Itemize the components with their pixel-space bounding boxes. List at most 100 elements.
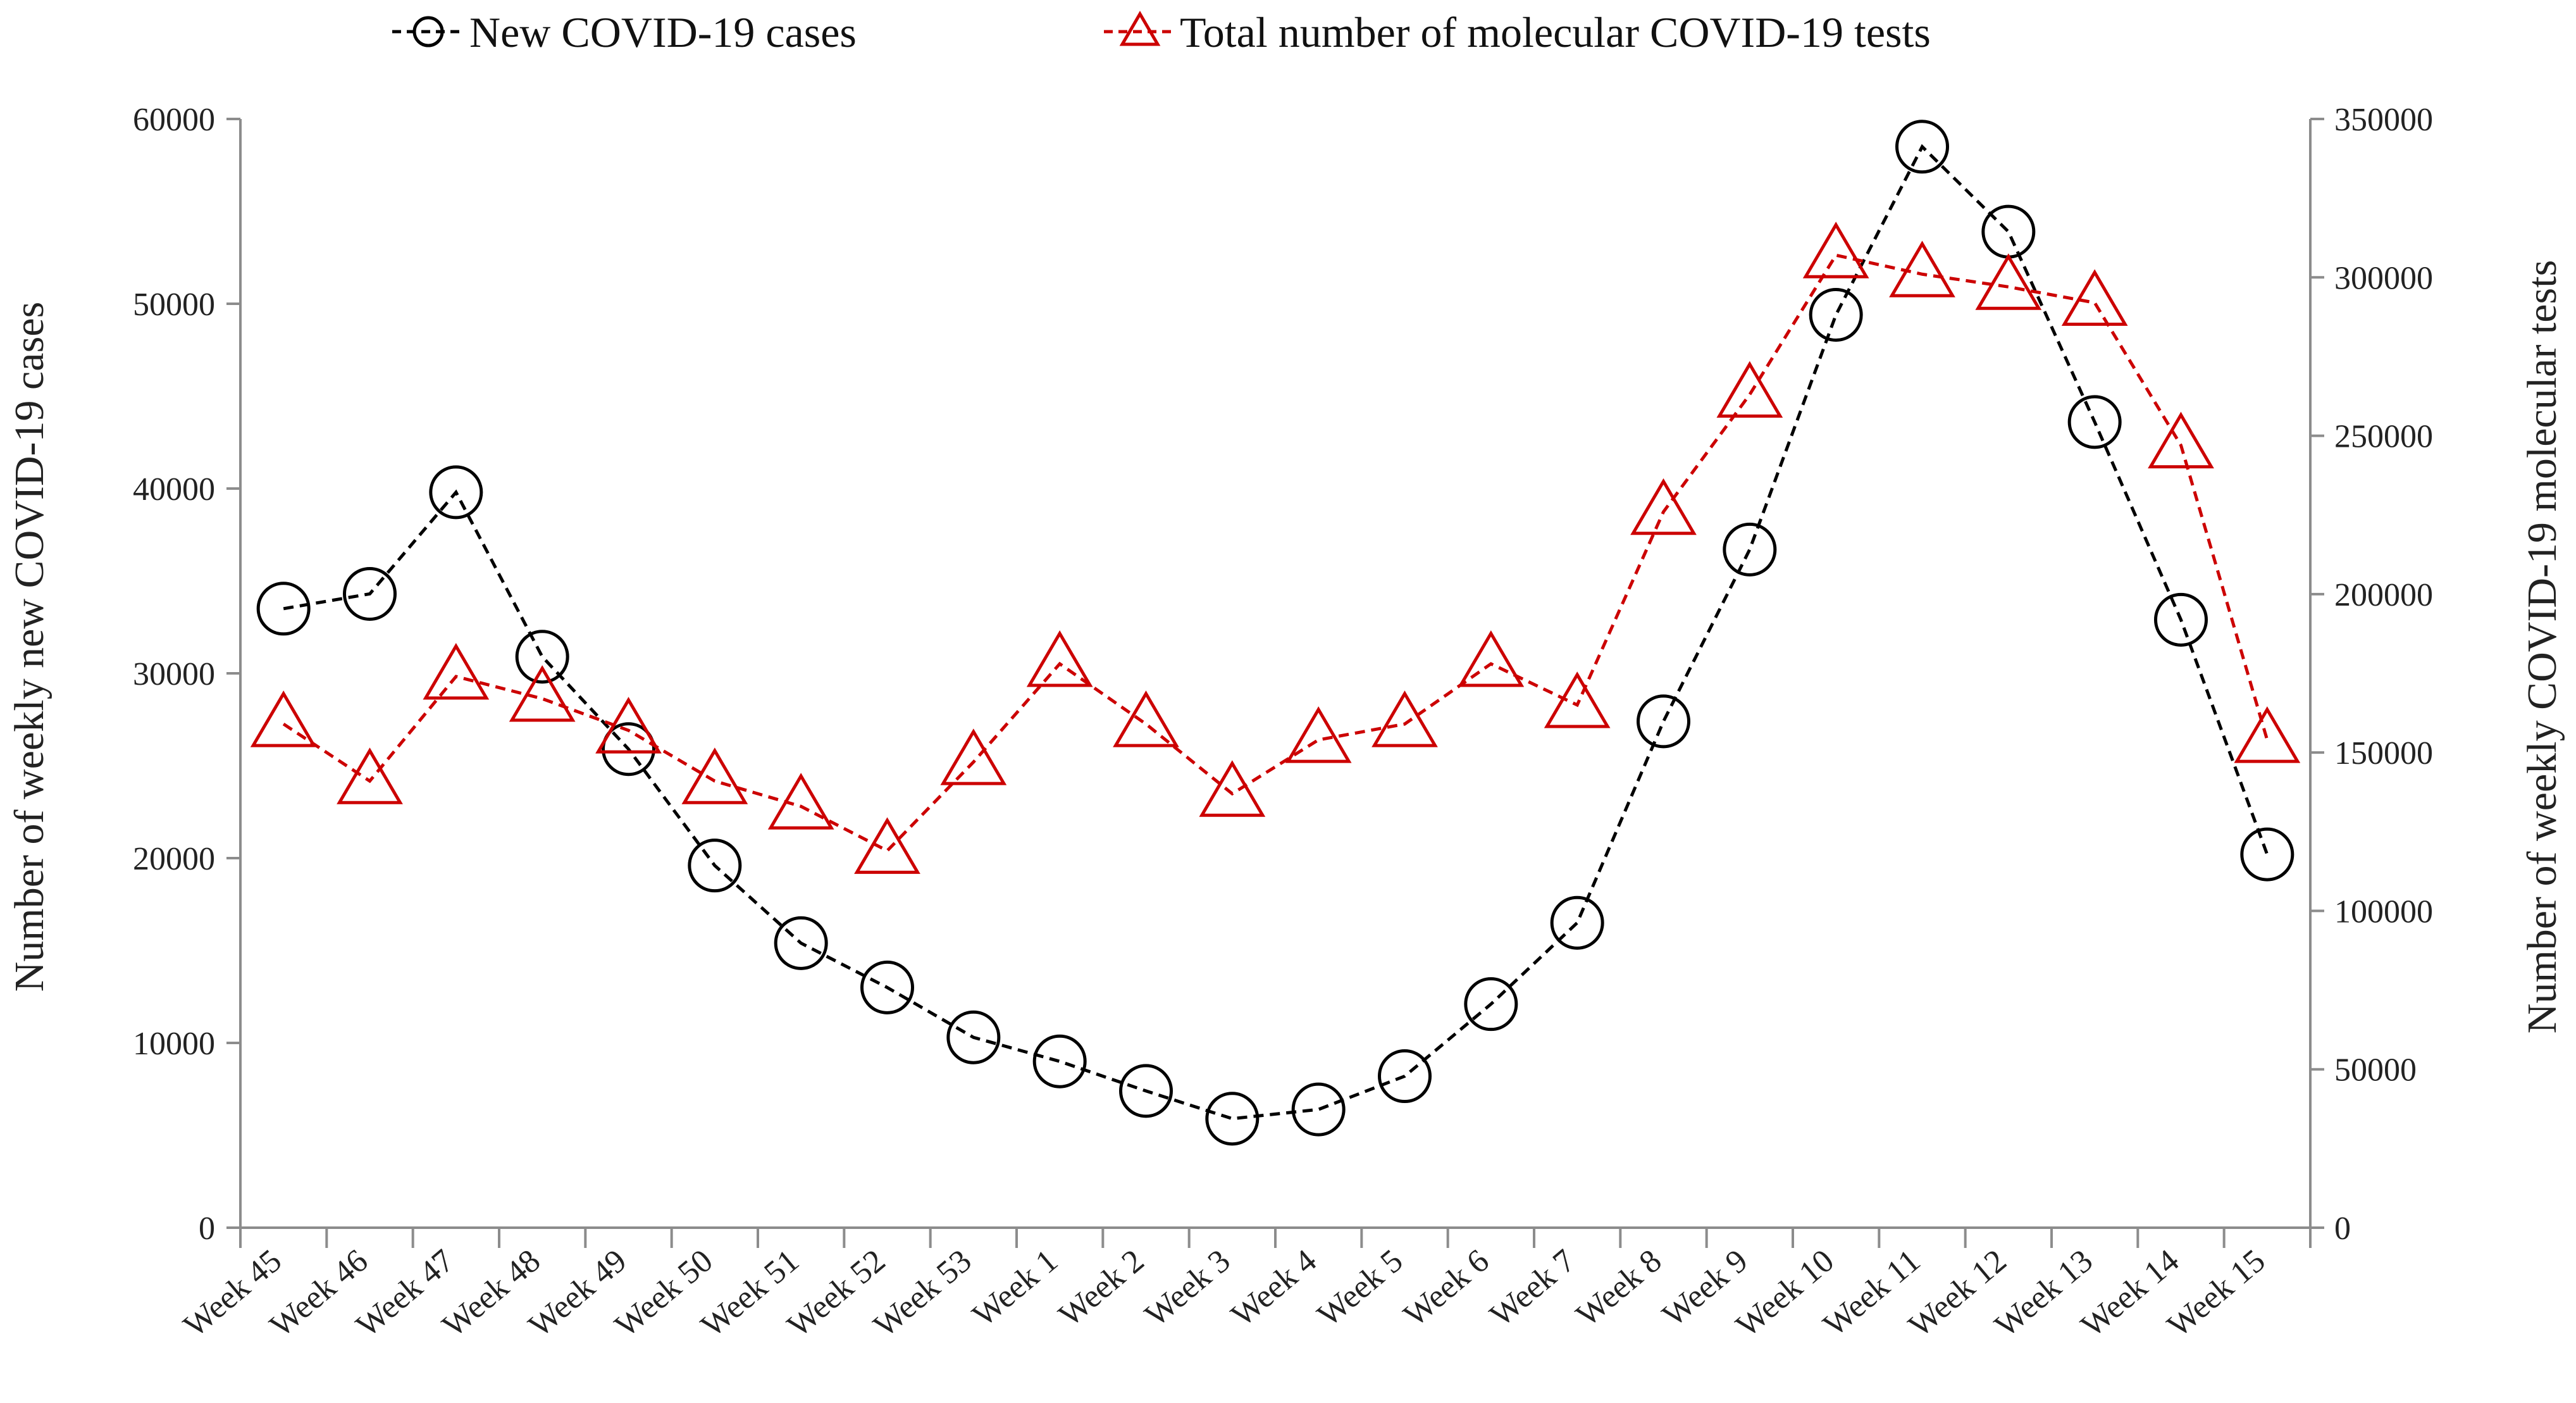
data-point-circle: [1205, 1092, 1260, 1146]
data-point-circle: [688, 839, 742, 893]
data-point-triangle: [423, 643, 490, 700]
data-point-circle: [2240, 827, 2294, 882]
data-point-triangle: [2061, 269, 2128, 326]
data-point-circle: [1809, 288, 1863, 342]
data-point-circle: [2154, 592, 2208, 647]
x-tick-label: Week 50: [608, 1243, 719, 1345]
x-tick-label: Week 5: [1311, 1243, 1409, 1334]
y-ticks-left: 0 10000 20000 30000 40000 50000 60000: [133, 102, 240, 1247]
x-tick-label: Week 45: [177, 1243, 288, 1345]
data-point-triangle: [1544, 671, 1611, 728]
y-left-tick-label: 10000: [133, 1026, 215, 1062]
x-tick-label: Week 14: [2074, 1243, 2186, 1345]
series-line-1: [282, 253, 2269, 853]
y-left-tick-label: 40000: [133, 471, 215, 508]
data-point-triangle: [1026, 630, 1093, 687]
data-point-triangle: [1199, 760, 1266, 817]
data-point-circle: [2067, 395, 2122, 449]
data-point-circle: [515, 630, 569, 684]
data-point-circle: [256, 582, 311, 636]
data-point-triangle: [2234, 706, 2301, 763]
x-tick-label: Week 3: [1138, 1243, 1237, 1334]
data-point-circle: [429, 465, 483, 520]
x-tick-label: Week 51: [695, 1243, 806, 1345]
data-point-circle: [343, 566, 397, 621]
data-point-triangle: [1458, 630, 1525, 687]
legend-entry-tests: Total number of molecular COVID-19 tests: [1104, 8, 1931, 56]
y-left-tick-label: 20000: [133, 841, 215, 877]
x-tick-label: Week 52: [781, 1243, 892, 1345]
data-point-triangle: [767, 773, 834, 830]
y-right-tick-label: 250000: [2334, 419, 2433, 455]
data-point-circle: [860, 960, 914, 1014]
legend-label-tests: Total number of molecular COVID-19 tests: [1180, 8, 1931, 56]
legend-marker-circle: [412, 16, 444, 47]
x-tick-label: Week 46: [263, 1243, 375, 1345]
legend-entry-cases: New COVID-19 cases: [392, 8, 857, 56]
y-right-tick-label: 150000: [2334, 735, 2433, 771]
x-tick-label: Week 10: [1730, 1243, 1841, 1345]
data-point-triangle: [681, 747, 748, 804]
data-point-circle: [1119, 1064, 1173, 1118]
series-1: [250, 221, 2301, 874]
data-point-circle: [946, 1010, 1001, 1064]
data-point-triangle: [2148, 411, 2214, 469]
y-right-tick-label: 0: [2334, 1211, 2351, 1247]
x-tick-label: Week 47: [349, 1243, 461, 1345]
y-right-tick-label: 350000: [2334, 102, 2433, 138]
x-tick-label: Week 1: [966, 1243, 1065, 1334]
x-tick-label: Week 15: [2160, 1243, 2272, 1345]
legend-marker-triangle: [1119, 11, 1161, 46]
data-point-circle: [1550, 895, 1604, 950]
y-right-tick-label: 100000: [2334, 894, 2433, 930]
y-left-tick-label: 30000: [133, 656, 215, 692]
y-right-tick-label: 50000: [2334, 1052, 2417, 1088]
legend: New COVID-19 cases Total number of molec…: [392, 8, 1931, 56]
y-left-tick-label: 0: [199, 1211, 215, 1247]
data-point-triangle: [250, 690, 317, 747]
x-tick-label: Week 53: [867, 1243, 978, 1345]
data-point-circle: [774, 916, 828, 970]
x-tick-label: Week 2: [1052, 1243, 1151, 1334]
x-tick-label: Week 6: [1397, 1243, 1495, 1334]
data-point-circle: [1637, 694, 1690, 749]
data-point-triangle: [1372, 690, 1438, 747]
data-point-triangle: [854, 817, 920, 874]
data-point-triangle: [509, 665, 576, 722]
data-point-triangle: [1889, 240, 1955, 297]
data-point-triangle: [1113, 690, 1179, 747]
legend-label-cases: New COVID-19 cases: [469, 8, 857, 56]
series-0: [256, 120, 2294, 1146]
x-tick-label: Week 4: [1225, 1243, 1323, 1334]
data-point-triangle: [1975, 253, 2042, 310]
x-tick-label: Week 48: [436, 1243, 547, 1345]
data-point-circle: [602, 722, 655, 776]
y-left-tick-label: 50000: [133, 287, 215, 323]
x-tick-label: Week 49: [522, 1243, 633, 1345]
y-left-tick-label: 60000: [133, 102, 215, 138]
series-line-0: [283, 144, 2269, 1121]
data-point-triangle: [337, 747, 403, 804]
data-point-circle: [1981, 204, 2036, 259]
data-point-triangle: [595, 697, 662, 754]
data-point-triangle: [1285, 706, 1352, 763]
data-point-circle: [1464, 977, 1518, 1032]
x-tick-label: Week 11: [1817, 1243, 1928, 1344]
data-point-circle: [1291, 1082, 1346, 1137]
y-right-tick-label: 300000: [2334, 260, 2433, 296]
x-tick-label: Week 12: [1902, 1243, 2013, 1345]
data-point-triangle: [1716, 361, 1783, 418]
data-point-circle: [1723, 522, 1777, 577]
x-tick-label: Week 8: [1570, 1243, 1668, 1334]
x-tick-label: Week 7: [1483, 1243, 1582, 1334]
x-tick-label: Week 13: [1988, 1243, 2100, 1345]
y-right-tick-label: 200000: [2334, 577, 2433, 613]
y-axis-right-title: Number of weekly COVID-19 molecular test…: [2519, 260, 2565, 1034]
data-point-circle: [1032, 1034, 1087, 1088]
data-point-triangle: [940, 728, 1007, 785]
data-point-circle: [1378, 1049, 1432, 1104]
y-axis-left-title: Number of weekly new COVID-19 cases: [6, 302, 53, 992]
